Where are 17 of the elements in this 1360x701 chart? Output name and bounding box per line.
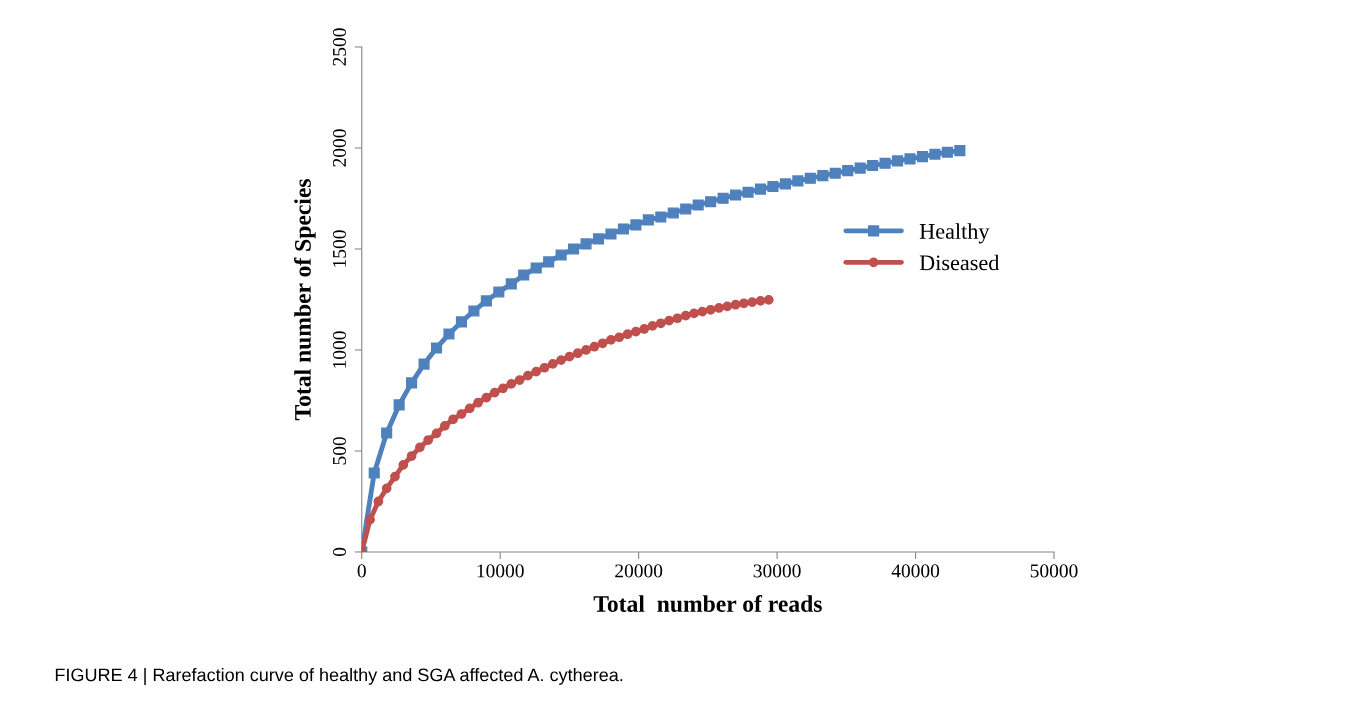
y-tick-label: 500 bbox=[332, 437, 346, 465]
x-tick-label: 40000 bbox=[891, 564, 940, 578]
x-tick-label: 0 bbox=[357, 564, 366, 578]
legend-label: Healthy bbox=[919, 223, 990, 244]
y-tick-label: 1500 bbox=[332, 230, 346, 267]
caption: FIGURE 4 | Rarefaction curve of healthy and SGA affected A. cytherea. bbox=[55, 668, 623, 685]
x-axis-title: Total number of reads bbox=[593, 595, 822, 612]
x-tick-label: 50000 bbox=[1030, 564, 1078, 578]
y-axis-title: Total number of Species bbox=[294, 179, 316, 421]
y-tick-label: 2000 bbox=[332, 129, 346, 167]
x-tick-label: 30000 bbox=[753, 564, 801, 578]
y-tick-label: 1000 bbox=[332, 331, 346, 368]
x-tick-label: 10000 bbox=[477, 564, 524, 578]
y-tick-label: 0 bbox=[332, 547, 346, 557]
y-tick-label: 2500 bbox=[332, 28, 346, 66]
legend-label: Diseased bbox=[919, 254, 1000, 271]
x-tick-label: 20000 bbox=[615, 564, 663, 578]
